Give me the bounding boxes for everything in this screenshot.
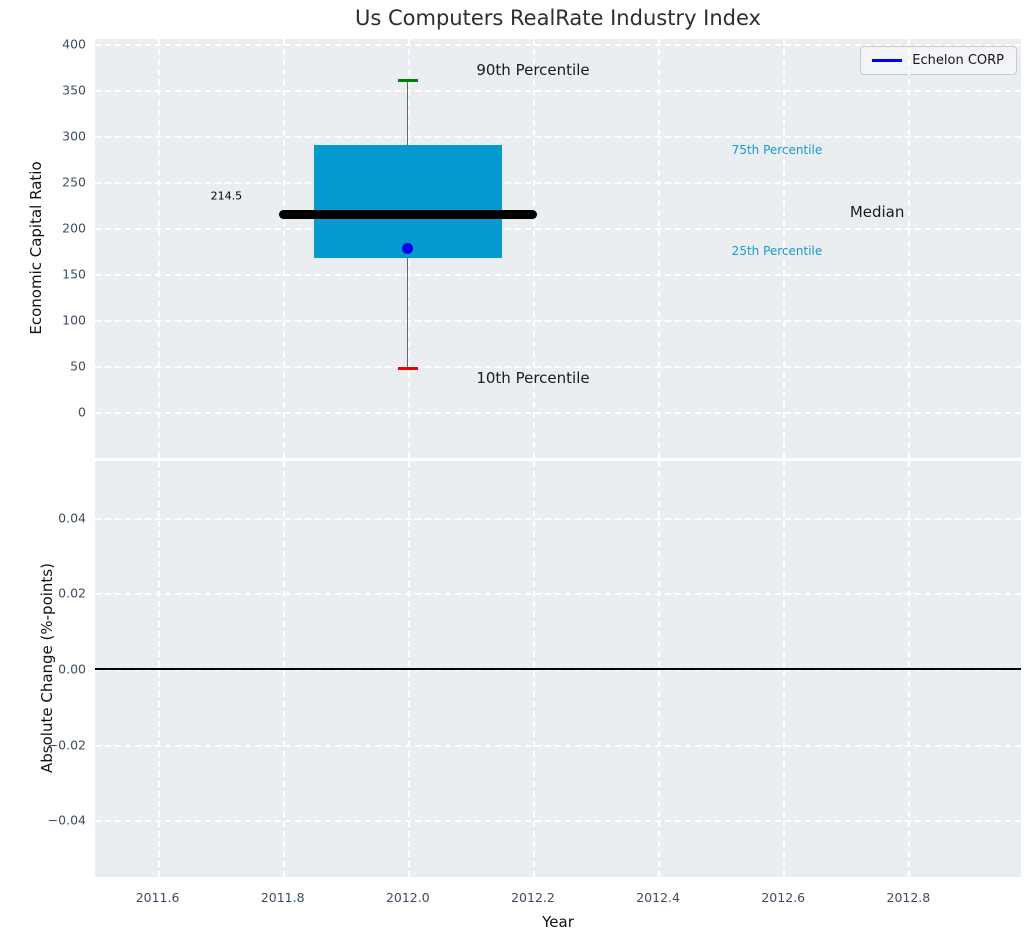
y-tick-label: 150 bbox=[62, 266, 86, 282]
x-tick-label: 2011.8 bbox=[260, 890, 305, 905]
axes-absolute-change: 0.04 0.02 0.00 −0.02 −0.04 2011.6 2011.8 2012.0… bbox=[48, 461, 1021, 905]
iqr-box bbox=[313, 144, 502, 259]
gridline-horizontal bbox=[95, 365, 1021, 368]
gridline-horizontal bbox=[95, 319, 1021, 322]
axes-economic-capital-ratio: Echelon CORP 0 50 100 150 200 250 300 350 400 90t… bbox=[62, 36, 1021, 458]
median-line bbox=[278, 209, 537, 219]
label-75th-percentile: 75th Percentile bbox=[731, 143, 823, 158]
gridline-horizontal bbox=[95, 820, 1021, 823]
y-tick-label: 50 bbox=[70, 358, 86, 374]
label-90th-percentile: 90th Percentile bbox=[476, 61, 590, 80]
gridline-vertical bbox=[658, 39, 661, 458]
y-tick-label: 350 bbox=[62, 82, 86, 98]
y-tick-label: −0.02 bbox=[47, 737, 86, 753]
gridline-horizontal bbox=[95, 669, 1021, 671]
gridline-horizontal bbox=[95, 411, 1021, 414]
gridline-vertical bbox=[783, 39, 786, 458]
gridline-horizontal bbox=[95, 593, 1021, 596]
y-tick-label: 0.04 bbox=[58, 510, 86, 526]
gridline-horizontal bbox=[95, 43, 1021, 46]
legend-label: Echelon CORP bbox=[912, 53, 1004, 68]
whisker-cap-90th bbox=[397, 78, 418, 82]
x-tick-label: 2012.4 bbox=[636, 890, 680, 905]
x-tick-label: 2012.8 bbox=[886, 890, 931, 905]
gridline-horizontal bbox=[95, 744, 1021, 747]
x-tick-label: 2011.6 bbox=[135, 890, 180, 905]
gridline-horizontal bbox=[95, 227, 1021, 230]
gridline-vertical bbox=[532, 39, 535, 458]
gridline-vertical bbox=[157, 39, 160, 458]
y-tick-label: 0.02 bbox=[58, 585, 86, 601]
y-tick-label: 0.00 bbox=[58, 661, 86, 677]
y-axis-label-economic-capital-ratio: Economic Capital Ratio bbox=[27, 161, 45, 335]
gridline-horizontal bbox=[95, 273, 1021, 276]
gridline-horizontal bbox=[95, 517, 1021, 520]
y-tick-label: 250 bbox=[62, 174, 86, 190]
y-axis-label-absolute-change: Absolute Change (%-points) bbox=[38, 563, 56, 773]
label-25th-percentile: 25th Percentile bbox=[731, 243, 823, 258]
gridline-horizontal bbox=[95, 181, 1021, 184]
gridline-vertical bbox=[282, 39, 285, 458]
y-tick-label: 300 bbox=[62, 128, 86, 144]
y-tick-label: 400 bbox=[62, 36, 86, 52]
zero-line bbox=[95, 668, 1021, 670]
x-axis-label-year: Year bbox=[542, 913, 574, 931]
gridline-horizontal bbox=[95, 89, 1021, 92]
legend: Echelon CORP bbox=[860, 46, 1017, 75]
y-tick-label: 200 bbox=[62, 220, 86, 236]
y-tick-label: 0 bbox=[78, 404, 86, 420]
company-point bbox=[402, 242, 414, 254]
y-tick-label: 100 bbox=[62, 312, 86, 328]
y-tick-label: −0.04 bbox=[47, 812, 86, 828]
gridline-horizontal bbox=[95, 135, 1021, 138]
x-tick-label: 2012.2 bbox=[511, 890, 555, 905]
label-median-value: 214.5 bbox=[210, 189, 243, 203]
legend-line-sample bbox=[872, 59, 903, 62]
label-10th-percentile: 10th Percentile bbox=[476, 368, 590, 387]
chart-title: Us Computers RealRate Industry Index bbox=[355, 6, 761, 30]
x-tick-label: 2012.6 bbox=[761, 890, 806, 905]
label-median: Median bbox=[849, 203, 905, 222]
x-tick-label: 2012.0 bbox=[385, 890, 430, 905]
whisker-cap-10th bbox=[397, 367, 418, 371]
gridline-vertical bbox=[908, 39, 911, 458]
